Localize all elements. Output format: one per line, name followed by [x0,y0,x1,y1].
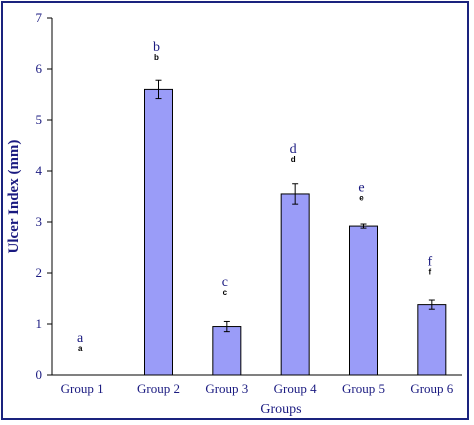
x-tick-label: Group 4 [274,381,317,396]
significance-letter-small: b [154,53,159,62]
axes [51,18,462,376]
significance-letter: b [153,40,160,55]
y-tick-label: 0 [36,367,43,382]
significance-letter: f [427,254,432,269]
y-ticks: 0 1 2 3 4 5 6 7 [36,10,52,382]
x-tick-label: Group 6 [410,381,453,396]
y-tick-label: 1 [36,316,43,331]
x-tick-label: Group 3 [205,381,248,396]
significance-letter: e [358,180,364,195]
significance-letter: c [222,275,228,290]
bar [212,326,242,376]
x-tick-label: Group 2 [137,381,180,396]
chart-frame [1,1,469,420]
y-tick-label: 7 [36,10,43,25]
x-axis-title: Groups [260,402,301,417]
x-tick-labels: Group 1 Group 2 Group 3 Group 4 Group 5 Group… [61,381,454,396]
y-tick-label: 4 [36,163,43,178]
bar [280,193,310,376]
significance-letters: aa bb cc dd ee ff [77,40,432,353]
y-tick-label: 6 [36,61,43,76]
significance-letter: d [290,142,297,157]
significance-letter-small: a [78,344,83,353]
significance-letter-small: e [359,193,364,202]
bar [349,225,378,376]
y-axis-title: Ulcer Index (mm) [6,140,22,254]
y-tick-label: 3 [36,214,43,229]
significance-letter-small: f [428,267,431,276]
bar [417,304,447,376]
y-tick-label: 5 [36,112,43,127]
significance-letter-small: c [223,288,228,297]
bar [144,88,173,376]
bars [144,79,447,376]
significance-letter: a [77,331,84,346]
significance-letter-small: d [291,155,296,164]
y-tick-label: 2 [36,265,43,280]
x-tick-label: Group 1 [61,381,104,396]
x-tick-label: Group 5 [342,381,385,396]
